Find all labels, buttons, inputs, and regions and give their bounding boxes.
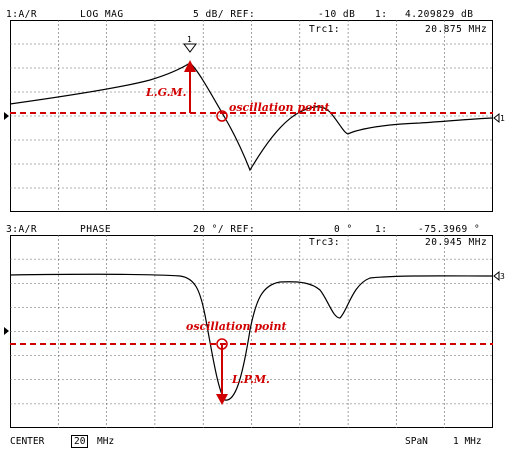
bottom-marker-value: -75.3969 ° [418,224,481,235]
top-left-ref-arrow [4,112,9,120]
bottom-marker-trace-label: Trc3: [309,237,341,248]
top-marker-flag [183,43,197,53]
center-label: CENTER [10,436,45,447]
top-format-label: LOG MAG [80,9,124,20]
top-marker-value: 4.209829 dB [405,9,474,20]
top-right-ref-label: 1 [500,114,505,123]
top-channel-label: 1:A/R [6,9,38,20]
top-gain-margin-label: L.G.M. [145,86,187,99]
top-logmag-trace [9,62,494,172]
bottom-phase-margin-label: L.P.M. [231,373,270,386]
center-value-field[interactable]: 20 [71,435,89,448]
bottom-oscillation-point-marker [216,338,228,350]
top-oscillation-label: oscillation point [229,101,330,114]
bottom-right-ref-label: 3 [500,272,505,281]
bottom-marker-freq: 20.945 MHz [425,237,488,248]
bottom-scale-label: 20 °/ REF: [193,224,256,235]
top-marker-flag-label: 1 [187,35,192,44]
bottom-ref-value: 0 ° [334,224,353,235]
top-gain-margin-arrowhead [184,60,196,72]
top-oscillation-point-marker [216,110,228,122]
bottom-phase-margin-arrowhead [216,394,228,405]
bottom-channel-label: 3:A/R [6,224,38,235]
bottom-marker-num: 1: [375,224,388,235]
center-value[interactable]: 20 [71,435,89,448]
top-scale-label: 5 dB/ REF: [193,9,256,20]
top-marker-trace-label: Trc1: [309,24,341,35]
span-label: SPaN [405,436,428,447]
center-unit: MHz [97,436,115,447]
bottom-left-ref-arrow [4,327,9,335]
bottom-phase-trace [9,273,494,401]
bottom-oscillation-label: oscillation point [186,320,287,333]
top-right-ref-arrow [493,112,500,124]
top-marker-num: 1: [375,9,388,20]
bottom-right-ref-arrow [493,270,500,282]
top-marker-freq: 20.875 MHz [425,24,488,35]
bottom-format-label: PHASE [80,224,112,235]
top-ref-value: -10 dB [318,9,356,20]
span-value: 1 MHz [453,436,482,447]
